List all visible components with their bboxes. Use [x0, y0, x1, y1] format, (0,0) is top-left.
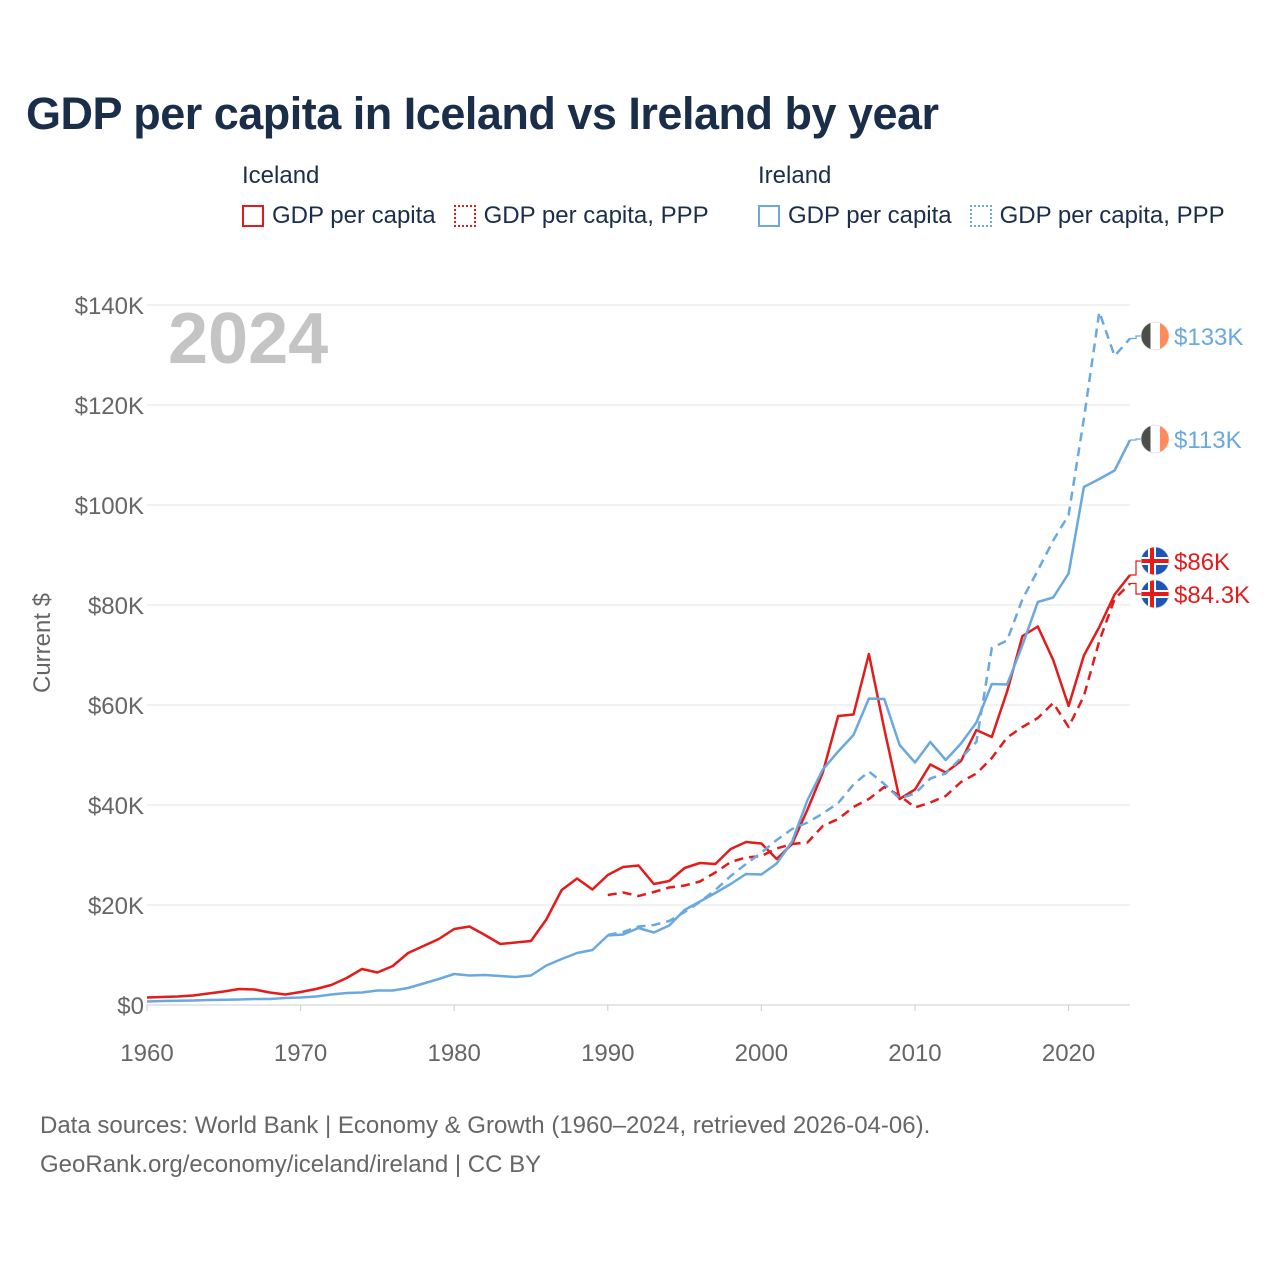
y-tick-label: $140K: [75, 293, 144, 320]
footer-sources: Data sources: World Bank | Economy & Gro…: [40, 1112, 931, 1139]
end-value-label: $113K: [1174, 427, 1242, 454]
grid: [147, 304, 1130, 1006]
legend-group-label: Ireland: [758, 162, 832, 189]
footer-link[interactable]: GeoRank.org/economy/iceland/ireland | CC…: [40, 1151, 542, 1178]
iceland-flag-icon: [1140, 546, 1170, 576]
x-tick-label: 1970: [274, 1040, 327, 1067]
series-line-0[interactable]: [146, 574, 1131, 999]
x-tick-label: 2000: [735, 1040, 788, 1067]
legend-item-ireland-gdp-ppp[interactable]: GDP per capita, PPP: [969, 202, 1225, 230]
legend-swatch: [453, 205, 476, 227]
legend-group-ireland: Ireland GDP per capita GDP per capita, P…: [758, 162, 1243, 230]
legend-item-iceland-gdp-ppp[interactable]: GDP per capita, PPP: [453, 202, 709, 230]
legend-item-iceland-gdp[interactable]: GDP per capita: [242, 202, 436, 230]
y-tick-label: $120K: [75, 393, 144, 420]
series-line-2[interactable]: [146, 439, 1132, 1003]
legend-label: GDP per capita, PPP: [999, 202, 1225, 229]
end-labels: $86K $84.3K $113K $133K: [1130, 321, 1250, 609]
y-tick-label: $20K: [88, 893, 144, 920]
y-axis-title: Current $: [29, 593, 56, 693]
iceland-flag-icon: [1140, 579, 1170, 609]
legend-item-ireland-gdp[interactable]: GDP per capita: [758, 202, 952, 230]
legend-label: GDP per capita: [272, 202, 436, 229]
series: [146, 310, 1132, 1003]
end-value-label: $86K: [1174, 549, 1230, 576]
legend-swatch: [242, 205, 264, 227]
x-tick-label: 1990: [581, 1040, 634, 1067]
label-connector: [1130, 560, 1141, 576]
legend-label: GDP per capita: [788, 202, 952, 229]
label-connector: [1130, 438, 1141, 441]
legend-label: GDP per capita, PPP: [483, 202, 709, 229]
y-tick-label: $100K: [75, 493, 144, 520]
x-tick-label: 1980: [427, 1040, 480, 1067]
year-watermark: 2024: [168, 299, 328, 379]
end-value-label: $133K: [1174, 324, 1243, 351]
legend-swatch: [969, 205, 992, 227]
y-tick-label: $0: [117, 993, 144, 1020]
x-tick-label: 2020: [1042, 1040, 1095, 1067]
y-tick-label: $60K: [88, 693, 144, 720]
legend-group-iceland: Iceland GDP per capita GDP per capita, P…: [242, 162, 727, 230]
y-tick-label: $80K: [88, 593, 144, 620]
y-tick-label: $40K: [88, 793, 144, 820]
chart-title: GDP per capita in Iceland vs Ireland by …: [26, 88, 939, 139]
label-connector: [1130, 582, 1141, 595]
legend-group-label: Iceland: [242, 162, 320, 189]
label-connector: [1130, 335, 1141, 340]
ireland-flag-icon: [1140, 424, 1170, 454]
axes: $0 $20K $40K $60K $80K $100K $120K $140K 1960 197…: [75, 293, 1096, 1067]
legend-swatch: [758, 205, 780, 227]
end-value-label: $84.3K: [1174, 582, 1250, 609]
x-tick-label: 1960: [120, 1040, 173, 1067]
series-line-3[interactable]: [607, 310, 1131, 937]
footer: Data sources: World Bank | Economy & Gro…: [40, 1106, 930, 1184]
ireland-flag-icon: [1140, 321, 1170, 351]
series-line-1[interactable]: [607, 582, 1131, 898]
x-tick-label: 2010: [888, 1040, 941, 1067]
